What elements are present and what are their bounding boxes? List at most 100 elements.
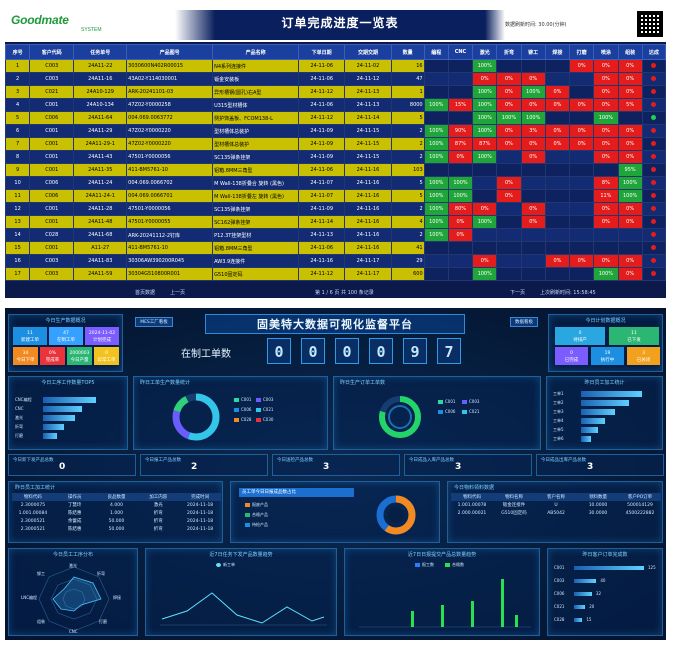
hbar-label: 工单6	[553, 436, 564, 441]
cell-weld	[544, 150, 571, 164]
cell-weld	[544, 59, 571, 73]
radar-label: 焊接	[113, 595, 121, 600]
cell-qty: 5	[390, 111, 425, 125]
table-row[interactable]: 2.3000075 丁慧玲 4.000 激光 2024-11-18	[12, 501, 221, 509]
cell-no: 11	[4, 189, 31, 203]
cell-bend	[496, 163, 522, 177]
table-row[interactable]: 16 C003 24A11-83 30306AW390200R045 AW3.9连接件 2…	[4, 254, 667, 268]
cell-bend: 0%	[496, 189, 522, 203]
status-dot	[641, 111, 667, 125]
table-cell: 激光	[153, 503, 163, 508]
prev-page-button[interactable]: 上一页	[170, 290, 186, 296]
status-dot	[641, 72, 667, 86]
table-cell: 2024-11-18	[187, 518, 214, 524]
customer-value: 125	[648, 565, 656, 570]
table-row[interactable]: 8 C001 24A11-43 47501-Y0000056 SC135弹条挂架 24-1…	[4, 150, 667, 164]
customer-bar	[574, 579, 597, 583]
hbar	[581, 409, 615, 415]
cell-bend: 0%	[496, 98, 522, 112]
cell-task: 24A11-29	[73, 124, 128, 138]
status-dot-icon	[651, 101, 657, 107]
table-cell: 1.001.00084	[18, 510, 48, 516]
cell-cust: C001	[29, 215, 75, 229]
table-row[interactable]: 10 C006 24A11-24 004.069.0066702 M Wall-138折…	[4, 176, 667, 190]
overview-tile: 47 在制工单	[49, 327, 83, 345]
table-row[interactable]: 5 C006 24A11-64 004.069.0063772 侧护饰盖板、FCOM13…	[4, 111, 667, 125]
cell-cnc: 100%	[447, 176, 474, 190]
cell-cust: C001	[29, 124, 75, 138]
cell-prog: 100%	[423, 176, 449, 190]
cell-cnc: 0%	[447, 215, 474, 229]
cell-polish: 0%	[569, 59, 595, 73]
table-row[interactable]: 2 C003 24A11-16 43A02-Y114030001 钣金安装板 24-11-…	[4, 72, 667, 86]
cell-prog	[423, 59, 449, 73]
cell-paint	[593, 241, 619, 255]
column-header: 物料名称	[493, 493, 535, 501]
hbar-label: 工单3	[553, 409, 564, 414]
table-row[interactable]: 1.001.00078 钣金连接件 U 10.0000 500014129	[451, 501, 661, 509]
cell-rivet: 0%	[520, 215, 546, 229]
first-page-button[interactable]: 首页数据	[135, 290, 156, 296]
cell-qty: 5	[390, 189, 425, 203]
legend-swatch	[462, 410, 467, 414]
mes-board-tab[interactable]: MES工厂看板	[135, 317, 173, 327]
table-row[interactable]: 6 C001 24A11-29 47Z02-Y0000220 型材槽体总装护 24-11-…	[4, 124, 667, 138]
hbar-label: CNC编程	[15, 397, 32, 402]
cell-paint: 100%	[593, 111, 619, 125]
table-row[interactable]: 11 C006 24A11-24-1 004.069.0066701 M Wall-13…	[4, 189, 667, 203]
table-row[interactable]: 3 C021 24A10-129 ARK-20241101-03 异形槽钢(圆孔)右A型…	[4, 85, 667, 99]
cell-drawing: 47501-Y0000056	[126, 202, 214, 216]
table-row[interactable]: 2.3000521 余蕾成 50.000 折弯 2024-11-18	[12, 517, 221, 525]
cell-prog	[423, 163, 449, 177]
table-row[interactable]: 9 C001 24A11-35 411-BM5761-10 铝箱.8MM三角型 24-11…	[4, 163, 667, 177]
table-row[interactable]: 14 C028 24A11-68 ARK-20241112-2钉库 P12.3T挂架型材…	[4, 228, 667, 242]
table-row[interactable]: 2.000.00021 G510固定码 AB5042 30.0000 450022288…	[451, 509, 661, 517]
table-cell: 10.0000	[588, 502, 608, 508]
cell-weld	[544, 72, 571, 86]
table-row[interactable]: 2.3000521 陈结惠 50.000 折弯 2024-11-18	[12, 525, 221, 533]
cell-laser: 100%	[472, 98, 498, 112]
cell-rivet: 3%	[520, 124, 546, 138]
cell-paint: 0%	[593, 137, 619, 151]
legend-label: C021	[263, 407, 274, 412]
cell-due: 24-11-02	[344, 59, 392, 73]
hbar-label: 工单4	[553, 418, 564, 423]
table-row[interactable]: 15 C001 A11-27 411-BM5761-10 铝箱.8MM三角型 24-11-…	[4, 241, 667, 255]
tile-label: 待排产	[573, 338, 587, 343]
cell-paint: 0%	[593, 202, 619, 216]
legend-swatch	[234, 418, 239, 422]
output-panel: 昨日员工加工统计 物料代码 操作员 良品数量 加工内容 完成时间 2.3000075 丁慧玲…	[8, 481, 223, 543]
radar-label: 铆工	[37, 571, 45, 576]
table-row[interactable]: 1.001.00084 陈结惠 1.000 折弯 2024-11-18	[12, 509, 221, 517]
cell-qty: 2	[390, 202, 425, 216]
table-row[interactable]: 4 C001 24A10-134 47Z02-Y0000258 U315型材槽体 24-1…	[4, 98, 667, 112]
cell-bend	[496, 267, 522, 281]
table-row[interactable]: 13 C001 24A11-48 47501-Y0000055 SC162弹条挂架 24-…	[4, 215, 667, 229]
cell-polish	[569, 85, 595, 99]
cell-prog	[423, 111, 449, 125]
legend-label: C001	[241, 397, 252, 402]
wip-label: 在制工单数	[181, 349, 231, 360]
customer-label: C028	[554, 617, 565, 622]
stat-card: 今日成品出库产品总数 3	[536, 454, 664, 476]
next-page-button[interactable]: 下一页	[510, 290, 526, 296]
cell-drawing: 43A02-Y114030001	[126, 72, 214, 86]
table-row[interactable]: 1 C003 24A11-22 3030600N402R00015 N4系列连接件 24-…	[4, 59, 667, 73]
legend-item: 报废产品	[245, 502, 268, 508]
cell-asm	[617, 241, 643, 255]
cell-paint	[593, 163, 619, 177]
cell-polish	[569, 228, 595, 242]
legend-swatch	[245, 523, 250, 527]
cell-polish: 0%	[569, 254, 595, 268]
data-board-tab[interactable]: 数据看板	[510, 317, 538, 327]
wip-digit: 0	[369, 338, 393, 364]
panel-title: 今日计划数据概况	[585, 318, 626, 324]
cell-name: N4系列连接件	[212, 59, 300, 73]
last-refresh-time: 上次刷新时间: 15:58:45	[540, 290, 596, 296]
cell-rivet	[520, 59, 546, 73]
cell-no: 1	[4, 59, 31, 73]
table-row[interactable]: 7 C001 24A11-29-1 47Z02-Y0000220 型材槽体总装护 24-1…	[4, 137, 667, 151]
table-row[interactable]: 17 C003 24A11-59 30304G510800R001 G510固定码 24-…	[4, 267, 667, 281]
legend-item: C003	[256, 397, 273, 402]
table-row[interactable]: 12 C001 24A11-28 47501-Y0000056 SC135弹条挂架 24-…	[4, 202, 667, 216]
